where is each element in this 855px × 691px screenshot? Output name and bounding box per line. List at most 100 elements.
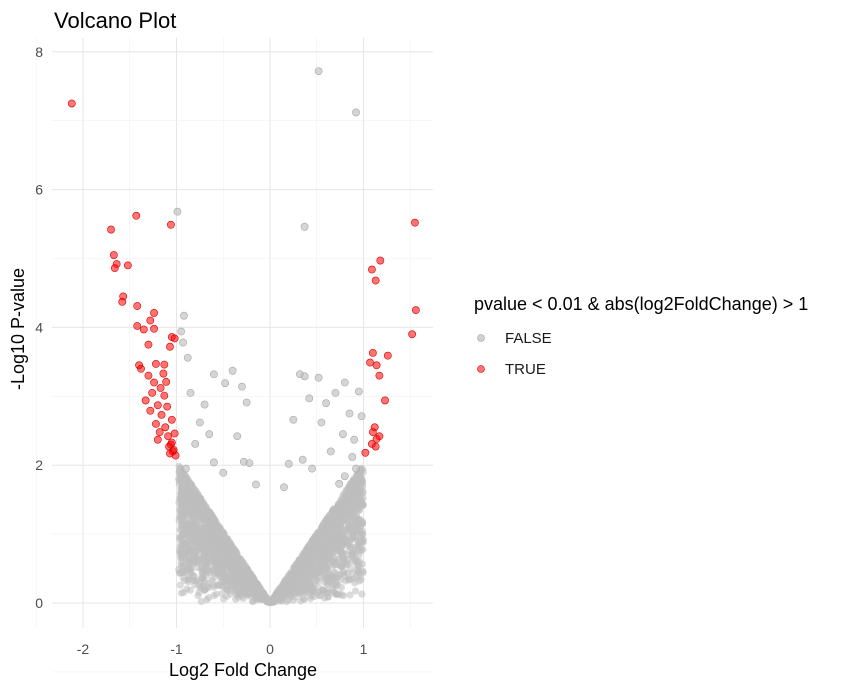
cloud-point [353,488,361,496]
significant-point [368,265,376,274]
non-significant-point [173,207,182,216]
non-significant-point-cloud [175,462,367,607]
significant-point [161,423,170,432]
cloud-point [333,513,341,521]
significant-point [107,225,115,234]
significant-point [164,432,172,441]
cloud-point [236,577,244,585]
cloud-point [210,515,219,524]
significant-point [166,440,175,449]
cloud-point [241,573,250,581]
non-significant-point [209,458,218,467]
cloud-point [309,586,317,594]
cloud-point [178,486,186,494]
non-significant-point [289,415,298,424]
non-significant-point [233,432,242,441]
y-axis-label: -Log10 P-value [8,268,28,390]
non-significant-point [335,479,344,488]
cloud-point [328,553,336,562]
cloud-point [314,551,322,560]
non-significant-point [340,378,349,387]
y-tick-label: 4 [35,319,43,335]
non-significant-point [322,399,330,408]
cloud-point [251,579,259,587]
non-significant-point [186,388,195,397]
cloud-point [344,575,352,583]
cloud-point [332,590,340,598]
significant-point [160,360,169,369]
cloud-point [353,512,361,520]
non-significant-point [350,435,359,444]
non-significant-point [352,464,360,473]
non-significant-point [191,439,200,448]
y-tick-label: 0 [35,595,43,611]
cloud-point [304,560,313,568]
cloud-point [201,569,210,577]
cloud-point [355,526,364,535]
cloud-point [203,596,211,604]
cloud-point [288,586,297,595]
cloud-point [204,583,212,591]
non-significant-point [245,459,254,468]
cloud-point [331,574,339,582]
cloud-point [348,552,356,560]
cloud-point [315,592,323,600]
cloud-point [217,532,225,541]
cloud-point [175,476,184,485]
data-points [67,67,420,492]
significant-point [366,358,374,367]
cloud-point [319,531,327,539]
cloud-point [221,547,229,556]
significant-point [170,429,179,438]
significant-point [375,371,384,380]
cloud-point [309,570,317,579]
cloud-point [187,569,195,577]
significant-point [156,384,165,392]
cloud-point [354,567,362,575]
cloud-point [337,561,345,569]
non-significant-point [314,373,323,382]
significant-point [371,442,380,451]
significant-point [170,334,179,343]
non-significant-point [345,409,354,418]
non-significant-point [326,447,335,456]
cloud-point [177,558,185,566]
cloud-point [346,491,355,499]
cloud-point [237,555,245,563]
cloud-point [323,576,332,584]
chart-title: Volcano Plot [54,8,176,33]
significant-point [67,99,76,108]
cloud-point [351,587,360,595]
cloud-point [207,543,215,551]
non-significant-point [181,464,190,473]
cloud-point [349,526,357,534]
cloud-point [210,592,218,600]
significant-point [163,402,172,411]
x-axis-label: Log2 Fold Change [169,660,317,680]
cloud-point [279,587,287,595]
cloud-point [215,553,223,561]
non-significant-point [339,430,347,439]
legend-title: pvalue < 0.01 & abs(log2FoldChange) > 1 [474,294,808,314]
cloud-point [210,529,218,537]
cloud-point [232,550,240,558]
cloud-point [267,598,275,606]
legend-label-true: TRUE [505,361,546,378]
x-tick-label: 0 [266,641,274,657]
cloud-point [222,561,231,569]
cloud-point [194,556,202,564]
non-significant-point [340,472,349,481]
cloud-point [213,581,222,589]
cloud-point [205,556,213,565]
cloud-point [197,584,205,592]
cloud-point [200,561,208,569]
non-significant-point [284,459,293,468]
significant-point [411,218,419,227]
cloud-point [241,562,250,570]
cloud-point [338,591,346,599]
cloud-point [358,502,367,510]
significant-point [109,251,118,259]
cloud-point [321,561,329,570]
significant-point [372,361,381,370]
